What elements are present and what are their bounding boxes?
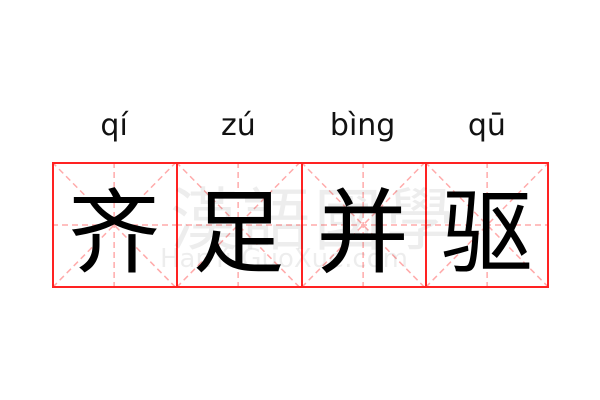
character-3: 并 xyxy=(316,179,409,287)
character-cell: 并 xyxy=(300,162,425,288)
pinyin-1: qí xyxy=(100,108,128,143)
pinyin-3: bìng xyxy=(329,108,396,143)
pinyin-4: qū xyxy=(467,108,506,143)
character-cell: 齐 xyxy=(52,162,177,288)
guide-lines xyxy=(176,162,301,288)
character-cell: 驱 xyxy=(424,162,549,288)
character-2: 足 xyxy=(192,179,285,287)
guide-lines xyxy=(52,162,177,288)
character-cell: 足 xyxy=(176,162,301,288)
character-1: 齐 xyxy=(68,179,161,287)
guide-lines xyxy=(424,162,549,288)
pinyin-row: qí zú bìng qū xyxy=(52,104,549,148)
character-4: 驱 xyxy=(440,179,533,287)
pinyin-2: zú xyxy=(220,108,256,143)
character-grid: 齐 足 并 驱 xyxy=(52,162,549,288)
guide-lines xyxy=(300,162,425,288)
